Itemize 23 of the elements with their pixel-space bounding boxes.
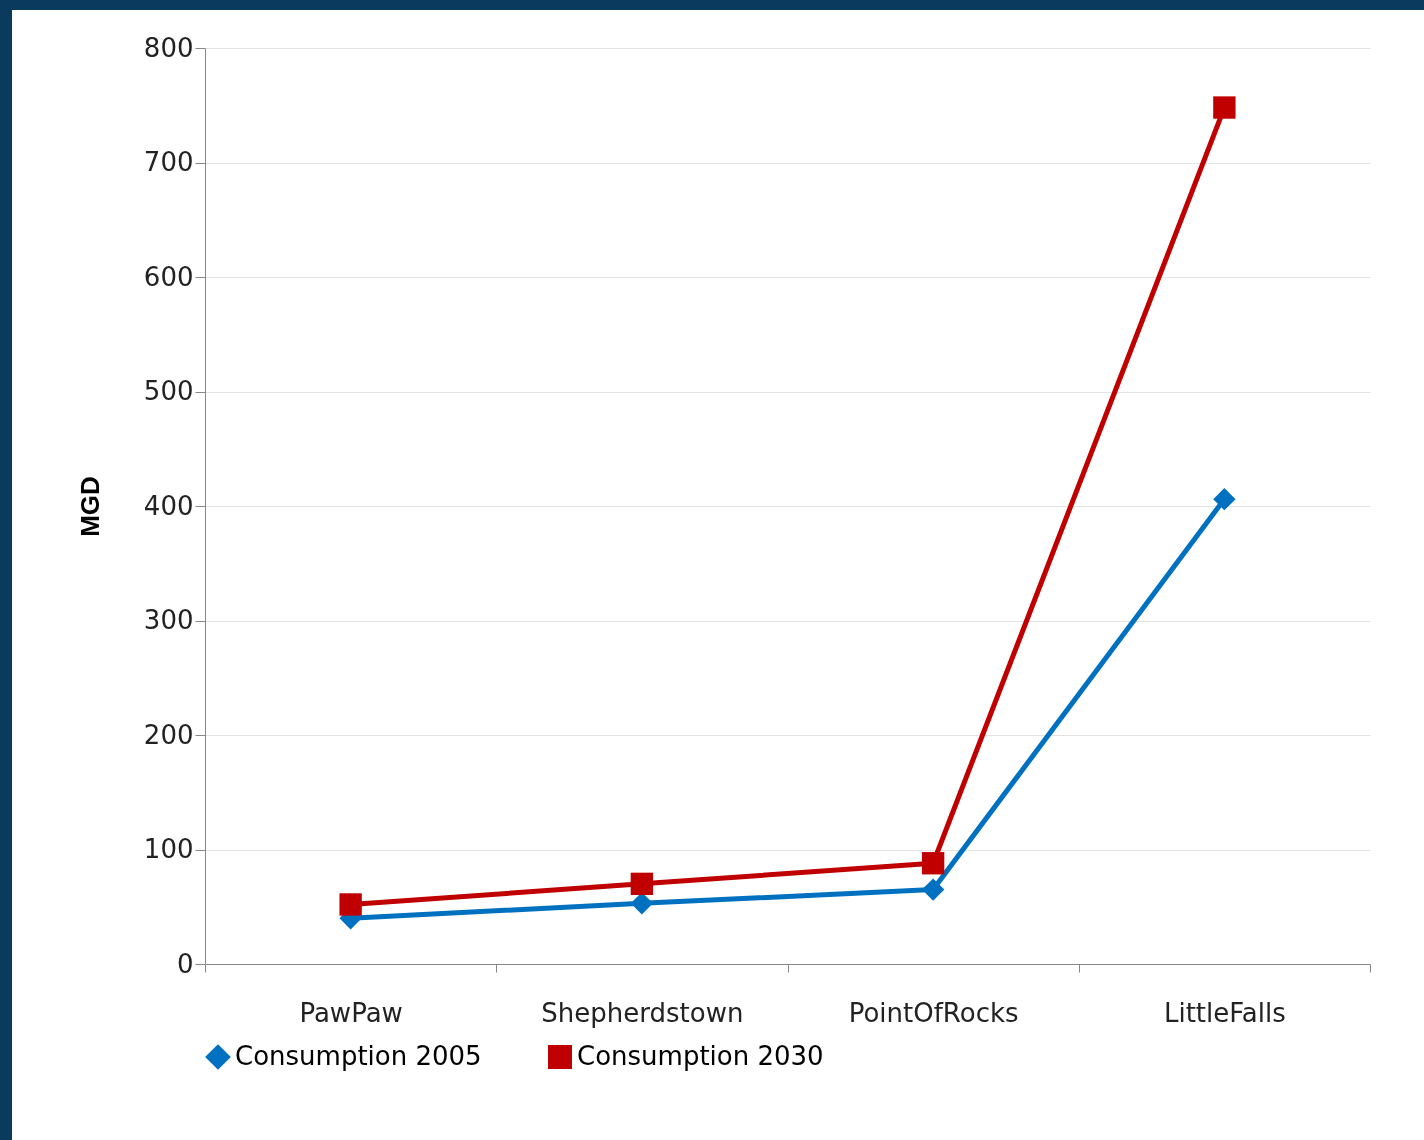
y-axis-title: MGD xyxy=(74,476,105,537)
y-tick-label: 500 xyxy=(143,376,194,406)
y-tick-label: 700 xyxy=(143,147,194,177)
y-tick-label: 200 xyxy=(143,719,194,750)
legend-label: Consumption 2005 xyxy=(235,1041,482,1071)
x-tick-label: PointOfRocks xyxy=(848,997,1019,1028)
point xyxy=(1213,487,1236,511)
y-tick-label: 400 xyxy=(143,490,194,521)
y-tick-label: 300 xyxy=(143,605,194,635)
point xyxy=(921,852,945,875)
y-tick-label: 100 xyxy=(143,834,194,864)
point xyxy=(339,893,362,916)
y-tick-label: 0 xyxy=(176,948,194,979)
point xyxy=(630,892,654,915)
y-tick-label: 600 xyxy=(143,261,194,292)
x-tick-label: Shepherdstown xyxy=(541,997,744,1028)
point xyxy=(921,878,945,901)
x-tick-label: PawPaw xyxy=(299,997,403,1028)
point xyxy=(630,872,654,896)
legend-label: Consumption 2030 xyxy=(577,1041,824,1071)
y-tick-label: 800 xyxy=(143,32,194,63)
point xyxy=(1213,96,1236,119)
x-tick-label: LittleFalls xyxy=(1163,997,1286,1028)
